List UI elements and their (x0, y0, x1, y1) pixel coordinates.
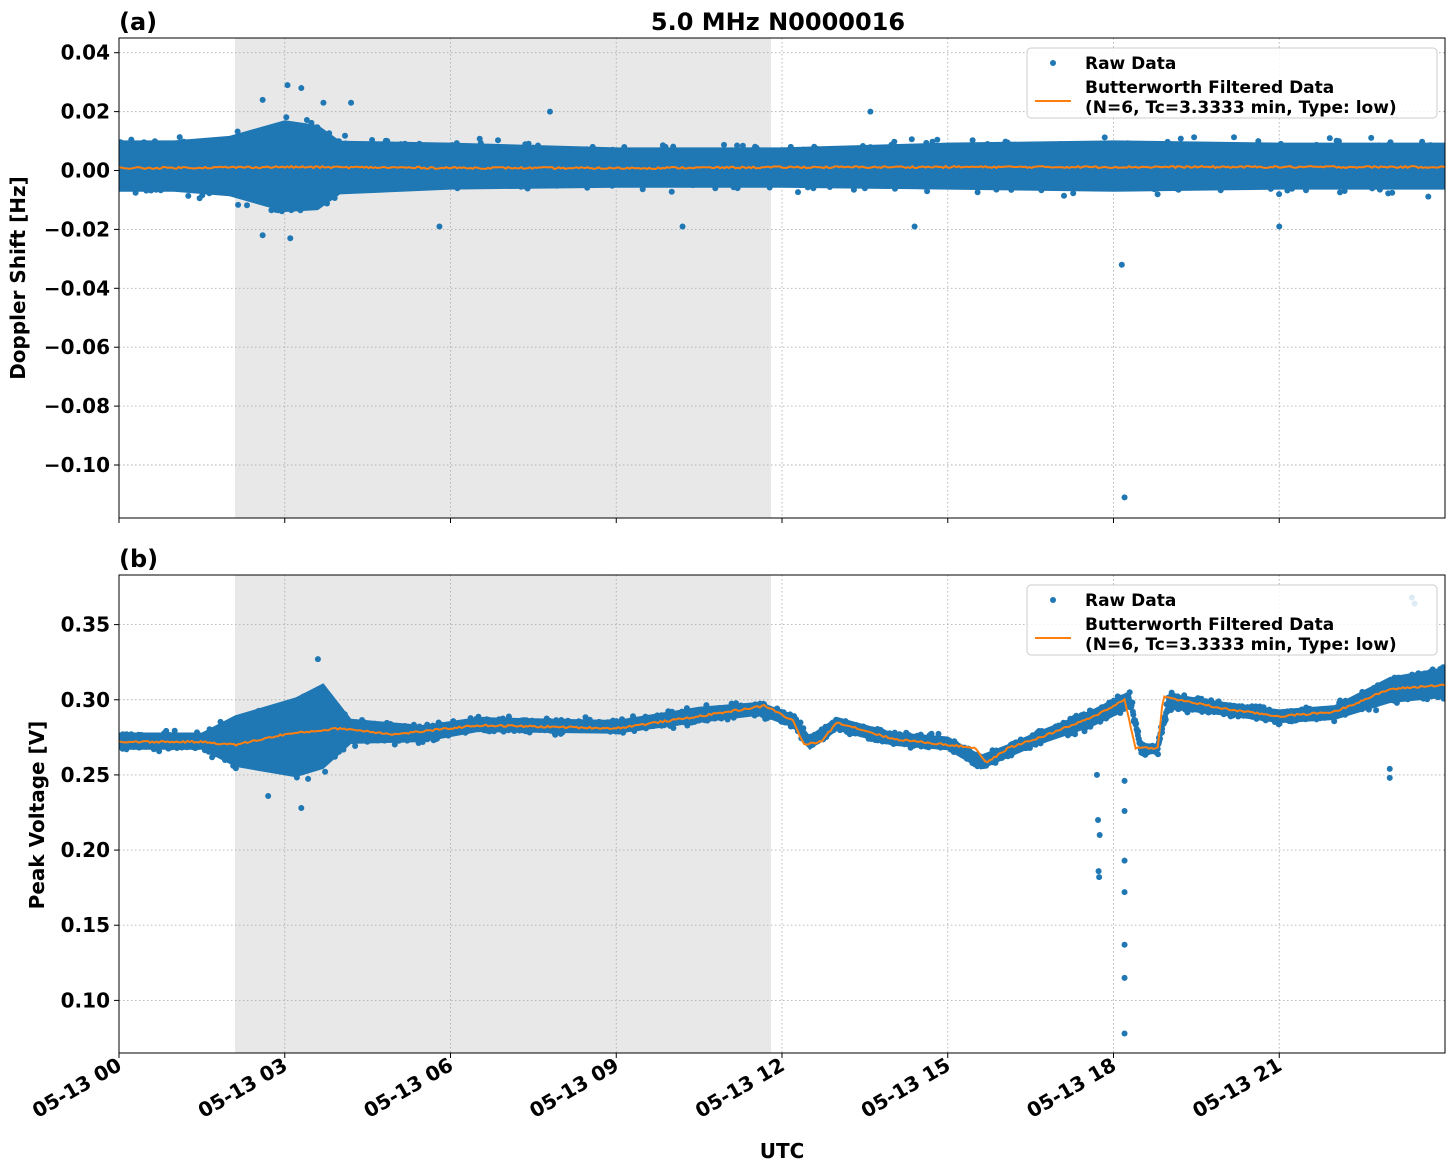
raw-data-point (1276, 191, 1283, 198)
raw-data-outlier (911, 223, 918, 230)
legend-box (1026, 47, 1438, 119)
raw-data-point (1191, 134, 1198, 141)
raw-data-outlier (1121, 494, 1128, 501)
raw-data-outlier (284, 82, 291, 89)
raw-data-point (391, 741, 398, 748)
raw-data-point (924, 188, 931, 195)
x-axis-label: UTC (760, 1139, 805, 1163)
panel-a-ylabel: Doppler Shift [Hz] (6, 176, 30, 380)
legend-raw-marker (1050, 60, 1056, 66)
raw-data-point (1337, 189, 1343, 196)
raw-data-outlier (1118, 261, 1125, 268)
y-tick-label: −0.02 (44, 217, 110, 241)
legend: Raw Data Butterworth Filtered Data(N=6, T… (1026, 47, 1438, 119)
raw-data-point (1425, 193, 1432, 200)
panel-a-label: (a) (119, 8, 157, 36)
raw-data-point (670, 725, 677, 731)
raw-data-point (668, 188, 675, 195)
panels: 0.04 0.02 0.00 −0.02 −0.04 −0.06 −0.08 −0.10 Raw… (28, 37, 1446, 1123)
raw-data-outlier (298, 85, 305, 92)
y-tick-label: −0.04 (44, 276, 110, 300)
raw-data-point (721, 141, 727, 148)
panel-a: 0.04 0.02 0.00 −0.02 −0.04 −0.06 −0.08 −0.10 Raw… (44, 37, 1446, 523)
plot-area (119, 82, 1445, 501)
raw-data-point (352, 743, 359, 749)
legend-raw-label: Raw Data (1085, 54, 1176, 74)
raw-data-point (934, 136, 941, 143)
raw-data-point (1061, 192, 1067, 199)
raw-data-point (305, 775, 312, 782)
y-tick-label: −0.10 (44, 453, 110, 477)
raw-data-outlier (287, 235, 294, 242)
figure-title: 5.0 MHz N0000016 (651, 8, 905, 36)
filtered-data-line (119, 164, 1445, 171)
legend-filtered-params: (N=6, Tc=3.3333 min, Type: low) (1085, 98, 1397, 118)
night-shade-region (235, 575, 771, 1053)
y-tick-label: 0.04 (61, 41, 110, 65)
raw-data-outlier (546, 108, 553, 115)
raw-data-point (185, 192, 192, 199)
raw-data-point (1070, 190, 1077, 197)
raw-data-point (739, 142, 746, 149)
raw-data-point (244, 202, 250, 209)
raw-data-point (1154, 191, 1161, 198)
raw-data-point (734, 142, 741, 149)
raw-data-point (234, 128, 241, 135)
raw-data-point (342, 132, 348, 139)
raw-data-point (163, 727, 170, 734)
raw-data-point (1389, 189, 1396, 196)
raw-data-point (1101, 134, 1108, 141)
legend-filtered-label: Butterworth Filtered Data (1085, 78, 1334, 98)
raw-data-point (235, 201, 242, 208)
raw-data-outlier (348, 99, 355, 106)
plot-area (119, 594, 1445, 1037)
raw-data-point (908, 136, 915, 143)
raw-data-outlier (436, 223, 443, 230)
raw-data-point (283, 114, 290, 121)
raw-data-point (303, 117, 310, 123)
y-tick-label: 0.02 (61, 100, 110, 124)
panel-b-label: (b) (119, 545, 158, 573)
raw-data-point (1326, 135, 1333, 142)
raw-data-point (495, 137, 501, 144)
raw-data-point (891, 138, 898, 145)
y-tick-label: 0.00 (61, 159, 110, 183)
night-shade-region (235, 38, 771, 518)
raw-data-point (639, 186, 646, 193)
raw-data-outlier (259, 96, 266, 103)
raw-data-point (171, 727, 178, 734)
raw-data-point (176, 134, 183, 141)
raw-data-point (1231, 134, 1237, 141)
raw-data-point (322, 768, 329, 775)
raw-data-outlier (867, 108, 874, 115)
raw-data-point (1177, 135, 1184, 142)
y-tick-label: −0.08 (44, 394, 110, 418)
raw-data-point (795, 189, 801, 196)
raw-data-point (974, 189, 981, 196)
raw-data-outlier (1276, 223, 1283, 230)
raw-data-point (1368, 134, 1375, 141)
raw-data-dense-band (119, 120, 1445, 212)
panel-b-ylabel: Peak Voltage [V] (25, 721, 49, 910)
raw-data-point (268, 207, 275, 214)
raw-data-outlier (320, 99, 327, 106)
y-tick-label: −0.06 (44, 335, 110, 359)
raw-data-point (969, 137, 976, 144)
raw-data-point (552, 731, 559, 738)
raw-data-outlier (259, 232, 266, 239)
raw-data-outlier (679, 223, 686, 230)
